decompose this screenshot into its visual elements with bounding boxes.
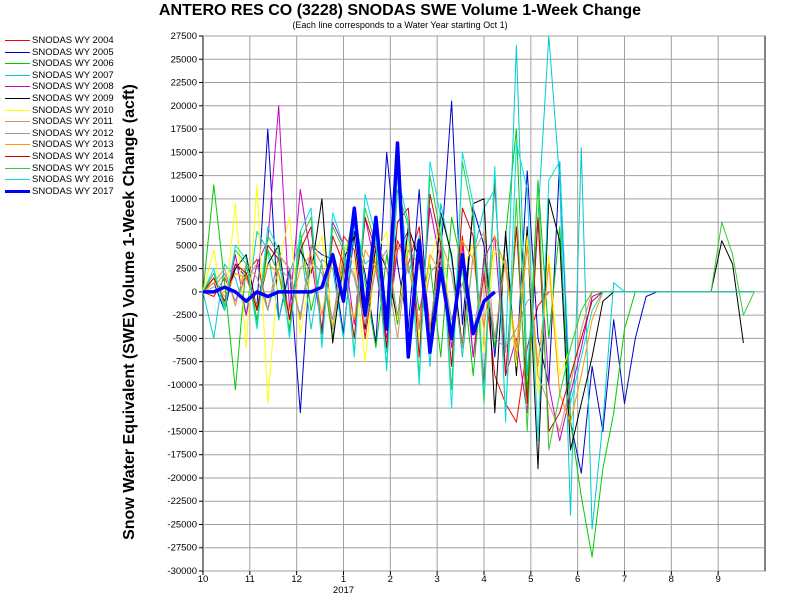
legend-swatch [5,51,30,53]
y-tick-label: 5000 [176,240,197,251]
y-tick-label: 20000 [171,101,197,112]
chart-subtitle: (Each line corresponds to a Water Year s… [292,20,508,30]
legend-label: SNODAS WY 2004 [32,35,114,46]
y-tick-label: -15000 [167,426,197,437]
legend-swatch [5,97,30,99]
legend-label: SNODAS WY 2017 [32,185,114,197]
legend-item: SNODAS WY 2014 [5,151,130,163]
legend-item: SNODAS WY 2010 [5,105,130,117]
legend-item: SNODAS WY 2015 [5,163,130,175]
legend-swatch [5,121,30,123]
legend-swatch [5,86,30,88]
legend: SNODAS WY 2004 SNODAS WY 2005 SNODAS WY 20… [5,35,130,197]
legend-label: SNODAS WY 2006 [32,58,114,70]
y-tick-label: -7500 [173,357,197,368]
y-tick-label: 7500 [176,217,197,228]
y-tick-label: 0 [192,287,197,298]
legend-label: SNODAS WY 2012 [32,127,114,139]
legend-label: SNODAS WY 2015 [32,162,114,174]
chart-title: ANTERO RES CO (3228) SNODAS SWE Volume 1… [158,2,642,19]
x-tick-label: 8 [669,574,674,585]
legend-swatch [5,132,30,134]
legend-label: SNODAS WY 2007 [32,69,114,81]
y-tick-label: 25000 [171,54,197,65]
x-tick-label: 10 [198,574,209,585]
legend-swatch [5,179,30,181]
y-tick-label: -5000 [173,333,197,344]
legend-label: SNODAS WY 2013 [32,139,114,151]
x-tick-label: 7 [622,574,627,585]
y-tick-label: 12500 [171,171,197,182]
legend-label: SNODAS WY 2005 [32,46,114,58]
y-tick-label: -10000 [167,380,197,391]
y-tick-label: -17500 [167,450,197,461]
y-tick-label: -27500 [167,543,197,554]
legend-label: SNODAS WY 2014 [32,150,114,162]
x-tick-label: 12 [291,574,302,585]
legend-label: SNODAS WY 2010 [32,104,114,116]
x-tick-label: 2 [388,574,393,585]
y-tick-label: -30000 [167,566,197,577]
y-tick-label: -20000 [167,473,197,484]
legend-label: SNODAS WY 2011 [32,116,113,128]
legend-item: SNODAS WY 2005 [5,47,130,59]
x-tick-label: 9 [716,574,721,585]
y-tick-label: -12500 [167,403,197,414]
y-tick-label: -25000 [167,519,197,530]
x-tick-label: 3 [435,574,440,585]
x-tick-label: 5 [528,574,533,585]
legend-label: SNODAS WY 2009 [32,92,114,104]
legend-item: SNODAS WY 2009 [5,93,130,105]
legend-item: SNODAS WY 2016 [5,174,130,186]
legend-item: SNODAS WY 2006 [5,58,130,70]
legend-item: SNODAS WY 2013 [5,139,130,151]
y-tick-label: 10000 [171,194,197,205]
legend-item: SNODAS WY 2004 [5,35,130,47]
y-tick-label: 22500 [171,78,197,89]
legend-swatch [5,189,30,193]
x-tick-label: 6 [575,574,580,585]
legend-item: SNODAS WY 2012 [5,128,130,140]
series-line [202,142,755,442]
legend-item: SNODAS WY 2011 [5,116,130,128]
legend-swatch [5,155,30,157]
legend-label: SNODAS WY 2008 [32,81,114,93]
y-tick-label: 2500 [176,264,197,275]
legend-swatch [5,144,30,146]
legend-swatch [5,40,30,41]
legend-swatch [5,109,30,111]
legend-item: SNODAS WY 2007 [5,70,130,82]
y-tick-label: 17500 [171,124,197,135]
x-tick-label: 11 [245,574,255,585]
x-year-label: 2017 [333,585,354,596]
x-tick-label: 4 [481,574,486,585]
y-tick-label: -2500 [173,310,197,321]
legend-item: SNODAS WY 2017 [5,186,130,198]
legend-item: SNODAS WY 2008 [5,81,130,93]
series-line [203,141,496,359]
legend-label: SNODAS WY 2016 [32,174,114,186]
legend-swatch [5,74,30,76]
y-tick-label: 15000 [171,147,197,158]
legend-swatch [5,167,30,169]
y-tick-label: 27500 [171,31,197,42]
y-tick-label: -22500 [167,496,197,507]
x-tick-label: 1 [341,574,346,585]
legend-swatch [5,63,30,65]
